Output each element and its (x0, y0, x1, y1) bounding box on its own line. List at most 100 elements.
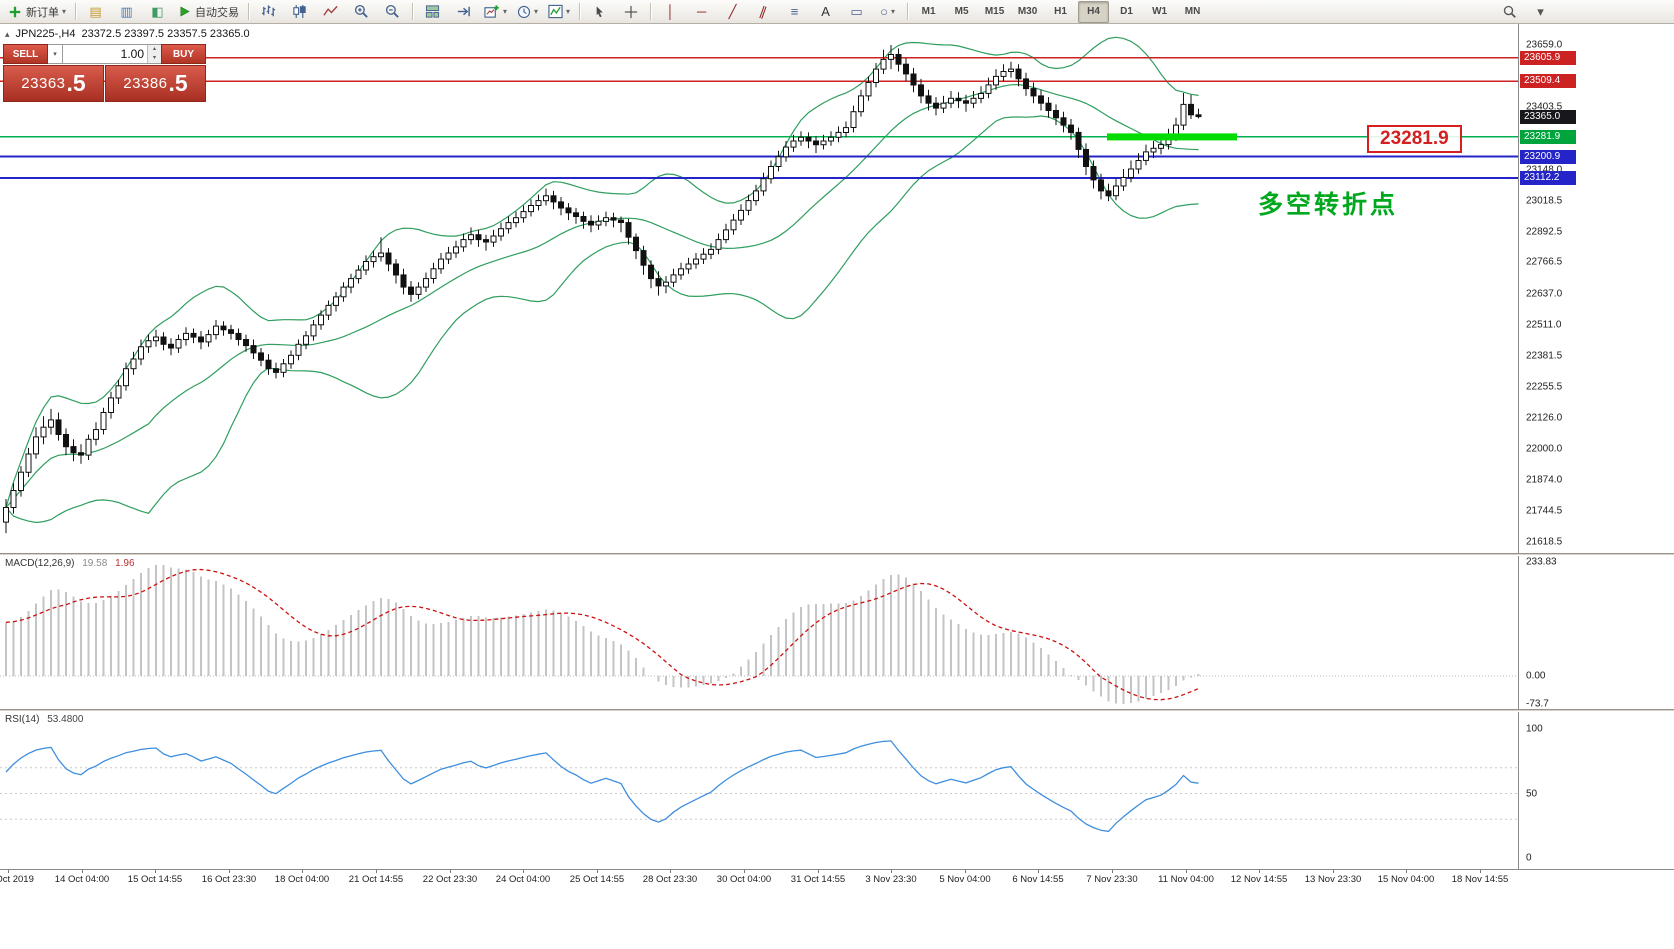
volume-field[interactable]: 1.00 ▴ ▾ (63, 44, 161, 64)
price-tag-23365.0: 23365.0 (1520, 109, 1576, 124)
label-button[interactable]: ▭ (842, 1, 871, 23)
trendline-icon: ╱ (728, 4, 737, 19)
fibonacci-icon: ≡ (790, 4, 799, 19)
time-axis-label: 31 Oct 14:55 (790, 874, 846, 885)
volume-stepper[interactable]: ▴ ▾ (147, 45, 161, 63)
toolbar-options-icon: ▾ (1537, 4, 1544, 19)
caret-down-icon: ▾ (53, 51, 57, 58)
bollinger-bands (5, 36, 1199, 524)
caret-down-icon: ▾ (566, 7, 571, 16)
sell-price-button[interactable]: 23363 .5 (3, 65, 104, 102)
newchart-icon (484, 4, 500, 19)
zoom-out-button[interactable] (378, 1, 407, 23)
price-axis[interactable]: 23659.0 23403.5 23148.0 23018.5 22892.5 22766… (1518, 24, 1674, 889)
indicators-button[interactable]: ▾ (544, 1, 574, 23)
time-axis-label: 7 Nov 23:30 (1086, 874, 1138, 885)
macd-axis-label: 0.00 (1526, 670, 1546, 682)
chart-shift-button[interactable] (449, 1, 478, 23)
time-axis[interactable]: 10 Oct 2019 14 Oct 04:00 15 Oct 14:55 16 Oc… (0, 869, 1674, 889)
stepper-down-icon[interactable]: ▾ (148, 54, 161, 63)
price-tag-23509.4: 23509.4 (1520, 74, 1576, 89)
macd-name: MACD(12,26,9) (5, 558, 75, 569)
stepper-up-icon[interactable]: ▴ (148, 45, 161, 54)
buy-button[interactable]: BUY (161, 44, 206, 64)
buy-price-pip: .5 (168, 70, 188, 96)
timeframe-m5-button[interactable]: M5 (954, 6, 969, 17)
rsi-axis-label: 50 (1526, 788, 1538, 800)
main-chart-canvas[interactable] (0, 24, 1518, 553)
symbol-name: JPN225-,H4 (15, 28, 76, 40)
macd-axis-label: -73.7 (1526, 698, 1549, 710)
price-axis-label: 22126.0 (1526, 412, 1563, 424)
new-order-button[interactable]: 新订单 ▾ (4, 1, 70, 23)
new-chart-button[interactable]: ▾ (480, 1, 511, 23)
price-axis-label: 22637.0 (1526, 288, 1563, 300)
time-axis-label: 25 Oct 14:55 (569, 874, 625, 885)
navigator-button[interactable]: ◧ (143, 1, 172, 23)
shapes-button[interactable]: ○ ▾ (873, 1, 902, 23)
toolbar: 新订单 ▾ ▤ ▥ ◧ 自动交易 ▾ ▾ ▾ │ ─ ╱ ∥ ≡ A ▭ ○ ▾ M1 M5 M15 M30 H1 H4 D1 W… (0, 0, 1674, 24)
price-level-callout[interactable]: 23281.9 (1367, 125, 1462, 153)
tile-windows-button[interactable] (418, 1, 447, 23)
price-axis-label: 22255.5 (1526, 381, 1563, 393)
price-tag-23200.9: 23200.9 (1520, 149, 1576, 164)
pane-resize-handle[interactable] (0, 553, 1674, 556)
one-click-trading-panel: SELL ▾ 1.00 ▴ ▾ BUY 23363 .5 23386 . (3, 44, 206, 102)
bar-chart-button[interactable] (254, 1, 283, 23)
time-tick (744, 870, 745, 873)
sell-button[interactable]: SELL (3, 44, 48, 64)
support-highlight-bar[interactable] (1107, 133, 1237, 141)
label-icon: ▭ (850, 4, 863, 19)
price-axis-label: 22766.5 (1526, 256, 1563, 268)
time-tick (597, 870, 598, 873)
timeframe-m1-button[interactable]: M1 (921, 6, 936, 17)
time-tick (229, 870, 230, 873)
candlestick-chart-button[interactable] (285, 1, 314, 23)
timeframe-h4-button[interactable]: H4 (1078, 0, 1110, 23)
price-axis-label: 22381.5 (1526, 350, 1563, 362)
market-watch-icon: ▤ (89, 4, 102, 19)
auto-trading-button[interactable]: 自动交易 (174, 1, 243, 23)
text-button[interactable]: A (811, 1, 840, 23)
timeframe-h1-button[interactable]: H1 (1054, 6, 1067, 17)
horizontal-line-button[interactable]: ─ (687, 1, 716, 23)
search-button[interactable] (1495, 1, 1524, 23)
main-chart-pane[interactable]: ▴ JPN225-,H4 23372.5 23397.5 23357.5 233… (0, 24, 1518, 553)
timeframe-m15-button[interactable]: M15 (984, 6, 1005, 17)
timeframe-m30-button[interactable]: M30 (1017, 6, 1038, 17)
data-window-button[interactable]: ▥ (112, 1, 141, 23)
fibonacci-button[interactable]: ≡ (780, 1, 809, 23)
pane-resize-handle[interactable] (0, 709, 1674, 712)
line-chart-button[interactable] (316, 1, 345, 23)
one-click-toggle-icon[interactable]: ▴ (5, 28, 10, 39)
rsi-canvas (0, 740, 1518, 833)
rsi-axis-label: 0 (1526, 852, 1532, 864)
volume-dropdown[interactable]: ▾ (48, 44, 63, 64)
caret-down-icon: ▾ (62, 7, 67, 16)
time-axis-label: 21 Oct 14:55 (348, 874, 404, 885)
timeframe-w1-button[interactable]: W1 (1152, 6, 1168, 17)
time-axis-label: 11 Nov 04:00 (1158, 874, 1214, 885)
toolbar-options-button[interactable]: ▾ (1526, 1, 1555, 23)
caret-down-icon: ▾ (503, 7, 508, 16)
volume-value[interactable]: 1.00 (120, 47, 144, 61)
trendline-button[interactable]: ╱ (718, 1, 747, 23)
crosshair-button[interactable] (616, 1, 645, 23)
sell-price-main: 23363 (21, 75, 66, 92)
channel-button[interactable]: ∥ (749, 1, 778, 23)
vertical-line-button[interactable]: │ (656, 1, 685, 23)
rsi-pane[interactable]: RSI(14) 53.4800 (0, 712, 1518, 869)
buy-price-button[interactable]: 23386 .5 (105, 65, 206, 102)
zoomout-icon (385, 4, 400, 19)
horizontal-line-icon: ─ (696, 4, 707, 19)
zoom-in-button[interactable] (347, 1, 376, 23)
timeframe-mn-button[interactable]: MN (1184, 6, 1201, 17)
macd-pane[interactable]: MACD(12,26,9) 19.58 1.96 (0, 556, 1518, 709)
cursor-button[interactable] (585, 1, 614, 23)
timeframe-d1-button[interactable]: D1 (1120, 6, 1133, 17)
candles-layer (3, 45, 1202, 534)
time-tick (376, 870, 377, 873)
market-watch-button[interactable]: ▤ (81, 1, 110, 23)
time-tick (1333, 870, 1334, 873)
period-button[interactable]: ▾ (513, 1, 542, 23)
